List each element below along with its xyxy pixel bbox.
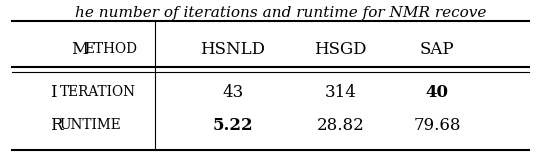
Text: UNTIME: UNTIME — [59, 118, 121, 132]
Text: R: R — [50, 117, 63, 134]
Text: 79.68: 79.68 — [413, 117, 461, 134]
Text: 43: 43 — [222, 84, 243, 101]
Text: 40: 40 — [425, 84, 449, 101]
Text: HSGD: HSGD — [314, 41, 367, 58]
Text: M: M — [71, 41, 89, 58]
Text: he number of iterations and runtime for NMR recove: he number of iterations and runtime for … — [76, 6, 487, 20]
Text: I: I — [50, 84, 57, 101]
Text: 314: 314 — [324, 84, 356, 101]
Text: TERATION: TERATION — [59, 85, 135, 99]
Text: HSNLD: HSNLD — [200, 41, 265, 58]
Text: 28.82: 28.82 — [317, 117, 364, 134]
Text: ETHOD: ETHOD — [85, 42, 138, 56]
Text: 5.22: 5.22 — [212, 117, 253, 134]
Text: SAP: SAP — [420, 41, 454, 58]
